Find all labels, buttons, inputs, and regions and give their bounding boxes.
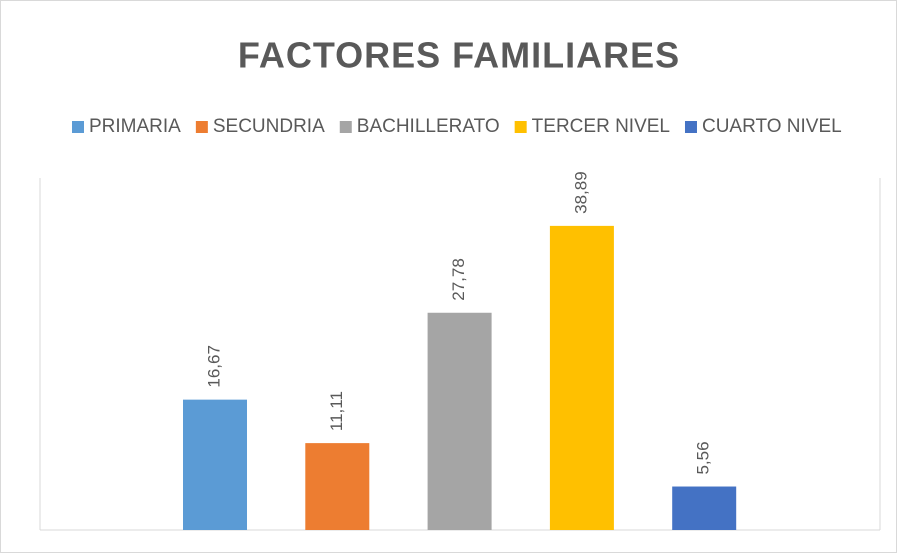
bar: [427, 312, 492, 530]
bar: [672, 486, 737, 530]
data-label: 38,89: [571, 171, 590, 214]
legend-swatch: [339, 121, 352, 133]
bar: [305, 443, 370, 530]
legend-label: BACHILLERATO: [357, 116, 500, 137]
bar: [549, 225, 614, 531]
data-label: 11,11: [327, 391, 346, 431]
bar: [183, 399, 247, 530]
legend-swatch: [195, 121, 208, 133]
legend-label: PRIMARIA: [89, 116, 181, 137]
data-label: 16,67: [204, 345, 223, 388]
legend-swatch: [72, 121, 84, 133]
data-label: 5,56: [694, 441, 713, 474]
legend-label: TERCER NIVEL: [532, 116, 670, 137]
legend-swatch: [514, 121, 527, 133]
legend-swatch: [684, 121, 697, 133]
legend-label: SECUNDRIA: [213, 116, 325, 137]
chart-title: FACTORES FAMILIARES: [238, 35, 680, 76]
data-label: 27,78: [449, 258, 468, 301]
legend-label: CUARTO NIVEL: [702, 116, 842, 137]
